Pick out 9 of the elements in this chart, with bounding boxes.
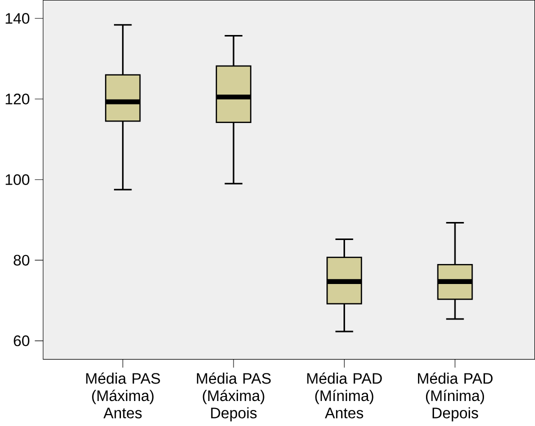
y-tick-label: 140 (6, 13, 30, 24)
x-tick-label: Média PAD (Mínima) Depois (418, 372, 493, 422)
x-tick-label: Média PAD (Mínima) Antes (307, 372, 382, 418)
x-tick-label: Média PAS (Máxima) Depois (196, 372, 271, 422)
y-tick-label: 60 (14, 335, 30, 346)
x-tick-label: Média PAS (Máxima) Antes (86, 372, 160, 418)
y-tick-label: 80 (14, 254, 30, 266)
y-tick-label: 100 (6, 174, 30, 185)
y-tick-label: 120 (6, 94, 30, 104)
